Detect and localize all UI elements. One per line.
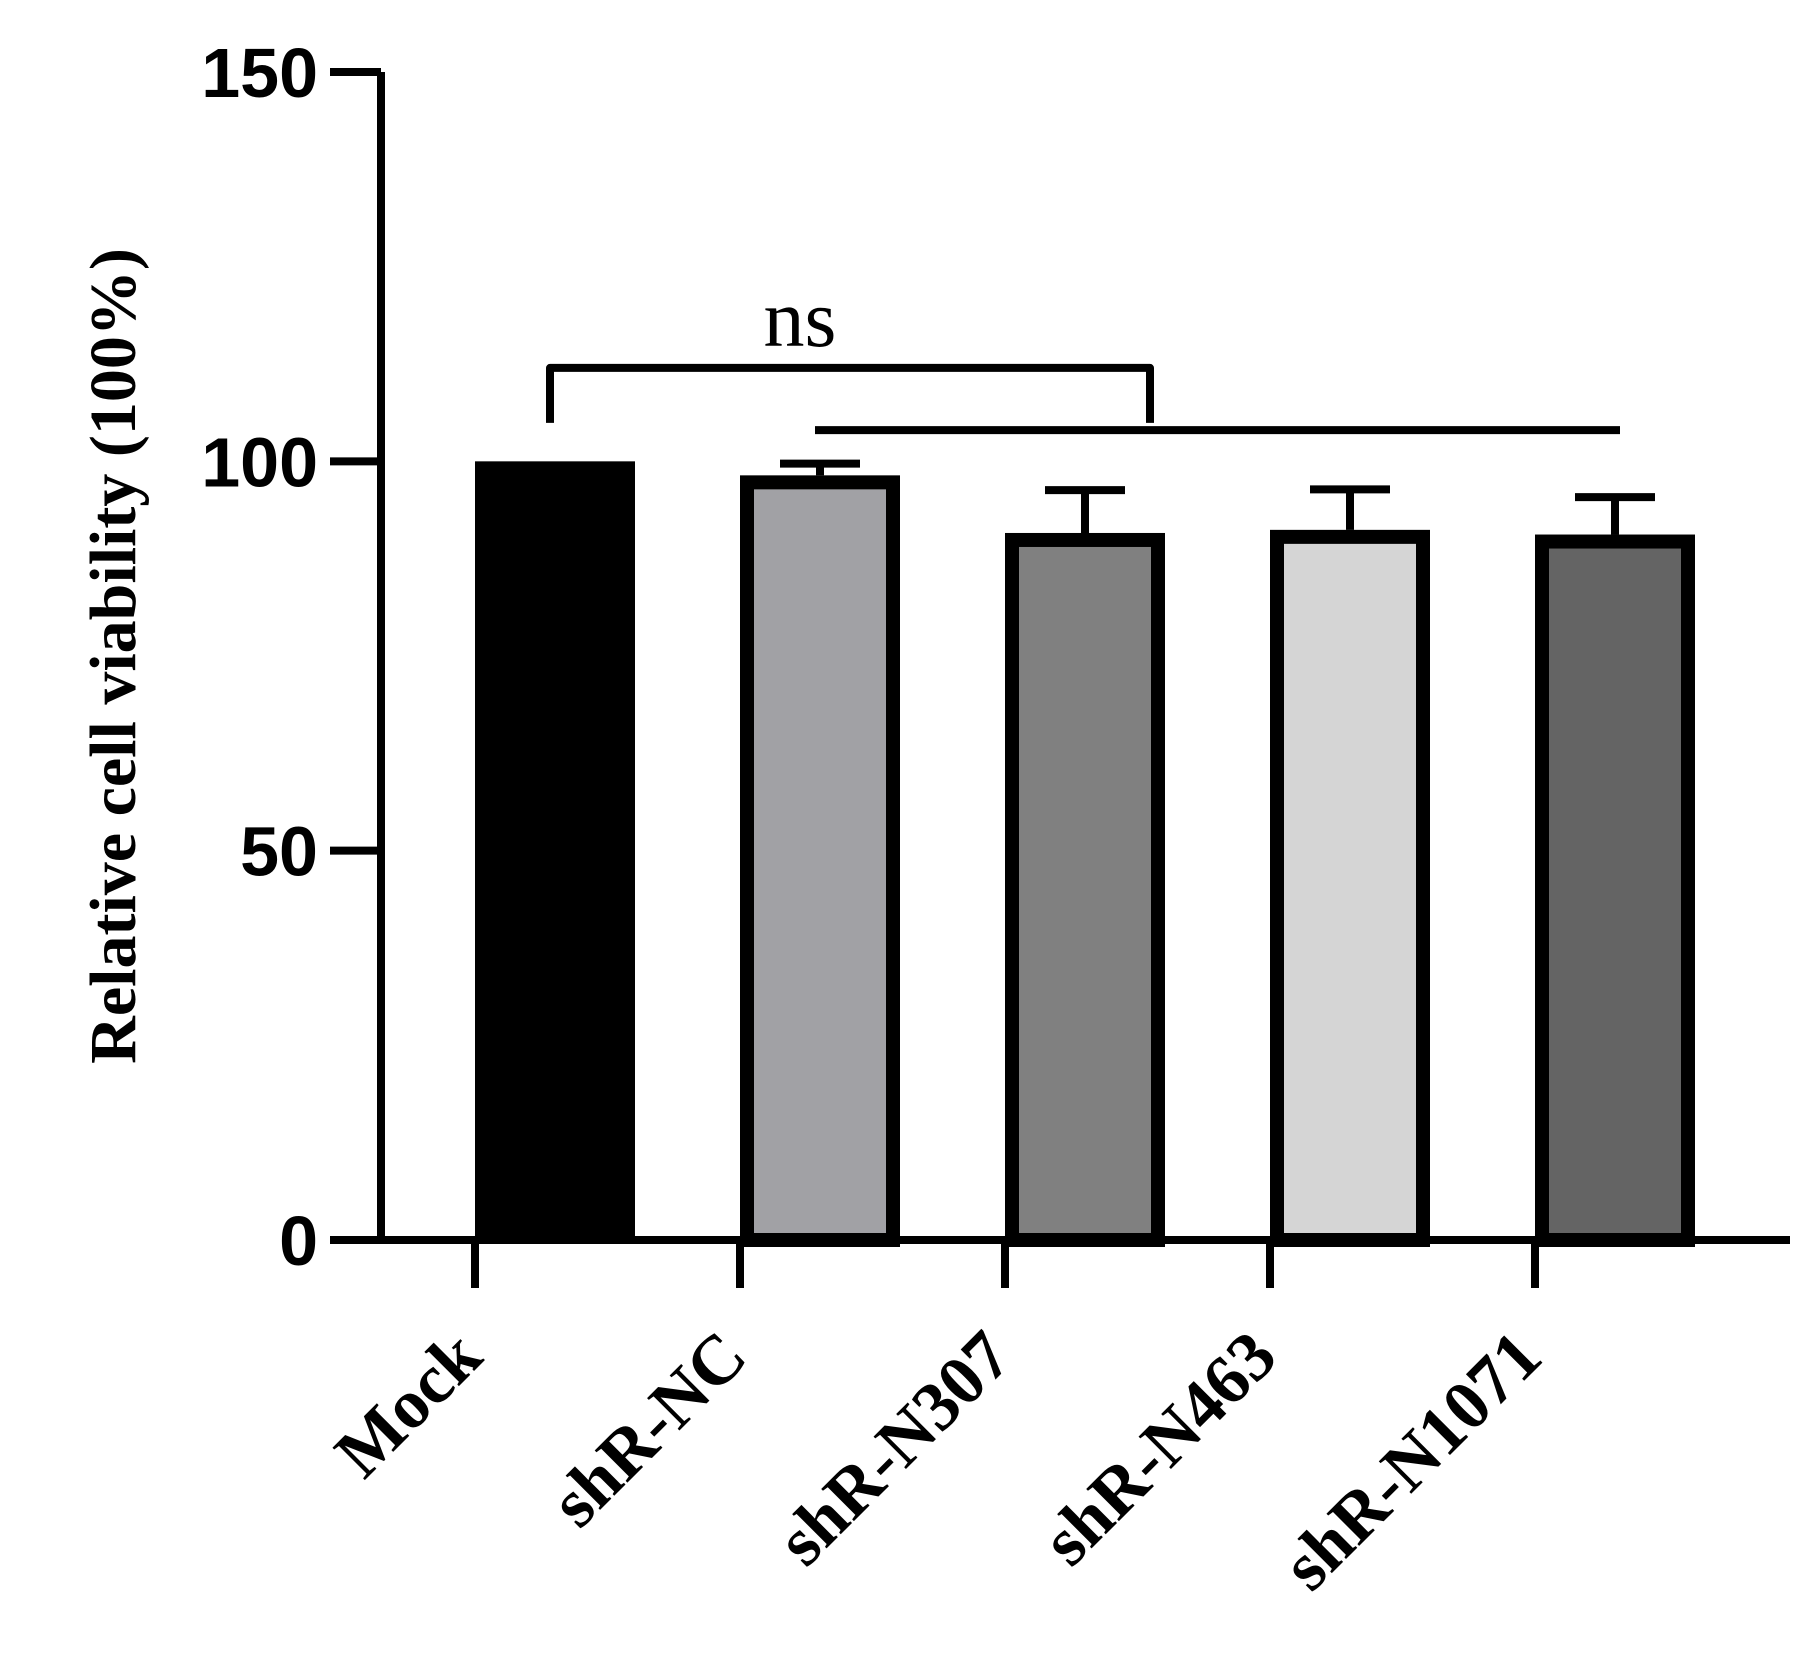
y-tick-label: 50	[240, 813, 318, 891]
y-tick-label: 100	[201, 423, 318, 501]
y-tick-label: 150	[201, 34, 318, 112]
x-category-label: shR-NC	[536, 1317, 761, 1542]
y-tick-label: 0	[279, 1202, 318, 1280]
bar-shr-n1071	[1535, 534, 1695, 1247]
x-category-label: shR-N463	[1028, 1317, 1291, 1580]
x-category-label: shR-N1071	[1268, 1317, 1556, 1605]
bar-shr-n463	[1270, 529, 1430, 1247]
significance-annotations: ns	[546, 273, 1620, 435]
x-category-label: Mock	[321, 1317, 496, 1492]
significance-label: ns	[764, 273, 837, 364]
bar-shr-n307	[1005, 532, 1165, 1247]
bar-mock	[475, 461, 635, 1240]
bars	[475, 459, 1695, 1248]
y-axis-title: Relative cell viability (100%)	[77, 248, 150, 1064]
x-category-label: shR-N307	[763, 1317, 1026, 1580]
bar-shr-nc	[740, 475, 900, 1248]
y-ticks: 0 50 100 150	[201, 34, 381, 1280]
significance-bracket	[546, 363, 1154, 423]
